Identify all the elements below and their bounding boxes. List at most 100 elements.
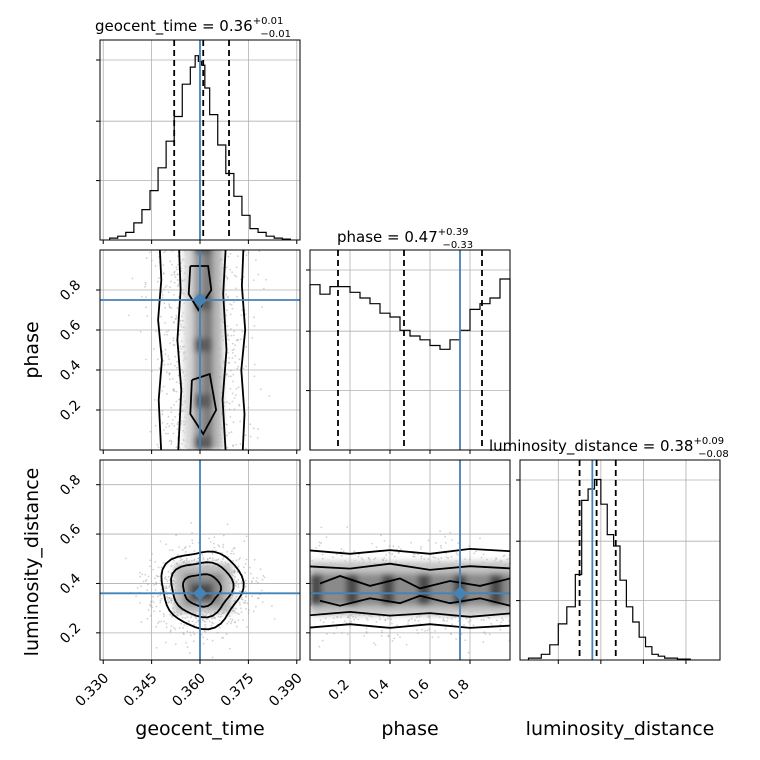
scatter-point [191,532,194,534]
scatter-point [212,559,215,562]
scatter-point [149,430,152,433]
scatter-point [245,595,248,598]
scatter-point [181,410,184,413]
scatter-point [222,543,225,546]
scatter-point [184,546,187,548]
density-cell [183,310,194,324]
scatter-point [381,631,383,634]
scatter-point [183,624,186,626]
scatter-point [444,535,446,538]
scatter-point [175,318,177,320]
x-tick-label: 0.330 [73,670,113,710]
scatter-point [176,553,179,556]
scatter-point [239,420,242,423]
scatter-point [318,645,321,648]
scatter-point [192,640,195,643]
scatter-point [225,266,228,269]
scatter-point [152,601,155,604]
scatter-point [161,390,164,392]
scatter-point [170,439,173,442]
scatter-point [172,432,175,435]
scatter-point [467,621,470,623]
scatter-point [218,619,221,622]
scatter-point [163,363,166,366]
scatter-point [332,556,334,558]
scatter-point [490,622,493,625]
scatter-point [175,268,178,271]
scatter-point [153,348,155,350]
scatter-point [167,329,170,332]
scatter-point [457,542,459,544]
scatter-point [431,636,434,639]
scatter-point [230,304,233,306]
scatter-point [335,553,338,556]
scatter-point [378,615,381,618]
scatter-point [144,580,147,582]
scatter-point [149,409,152,411]
scatter-point [235,559,238,562]
density-cell [193,310,204,324]
scatter-point [182,632,184,634]
scatter-point [146,617,149,620]
density-cell [466,573,478,606]
scatter-point [482,553,485,556]
scatter-point [149,559,152,562]
scatter-point [449,531,452,534]
scatter-point [165,578,168,581]
scatter-point [140,585,142,587]
contour-line [160,550,245,631]
scatter-point [238,403,241,406]
scatter-point [172,574,175,577]
scatter-point [204,620,207,623]
scatter-point [168,372,171,375]
contour-line [319,575,510,590]
scatter-point [211,553,214,555]
scatter-point [249,435,252,438]
scatter-point [214,617,217,620]
scatter-point [173,559,175,562]
scatter-point [382,615,385,618]
scatter-point [201,618,204,621]
scatter-point [369,615,371,617]
scatter-point [242,619,245,621]
scatter-point [320,542,322,544]
scatter-point [139,575,142,578]
scatter-point [247,609,250,611]
scatter-point [165,285,168,287]
scatter-point [257,273,260,276]
scatter-point [326,633,328,635]
scatter-point [186,561,189,564]
scatter-point [172,626,175,629]
scatter-point [480,556,483,559]
density-cell [203,422,213,436]
scatter-point [228,361,230,364]
scatter-point [192,631,195,633]
scatter-point [164,576,167,578]
density-cell [183,338,194,352]
scatter-point [495,557,497,559]
scatter-point [161,410,164,412]
scatter-point [155,330,158,333]
scatter-point [124,557,127,560]
scatter-point [167,291,170,294]
scatter-point [135,595,138,598]
scatter-point [229,303,231,305]
scatter-point [152,568,155,571]
scatter-point [171,377,174,380]
scatter-point [173,425,176,427]
scatter-point [435,542,438,544]
scatter-point [173,320,175,323]
scatter-point [149,565,151,568]
scatter-point [367,556,370,559]
scatter-point [399,636,401,639]
scatter-point [177,273,179,276]
scatter-point [346,633,349,636]
scatter-point [175,266,178,269]
scatter-point [246,626,248,628]
scatter-point [340,616,342,619]
scatter-point [501,617,503,620]
scatter-point [206,557,209,560]
scatter-point [173,294,175,296]
panel-frame [309,459,511,661]
